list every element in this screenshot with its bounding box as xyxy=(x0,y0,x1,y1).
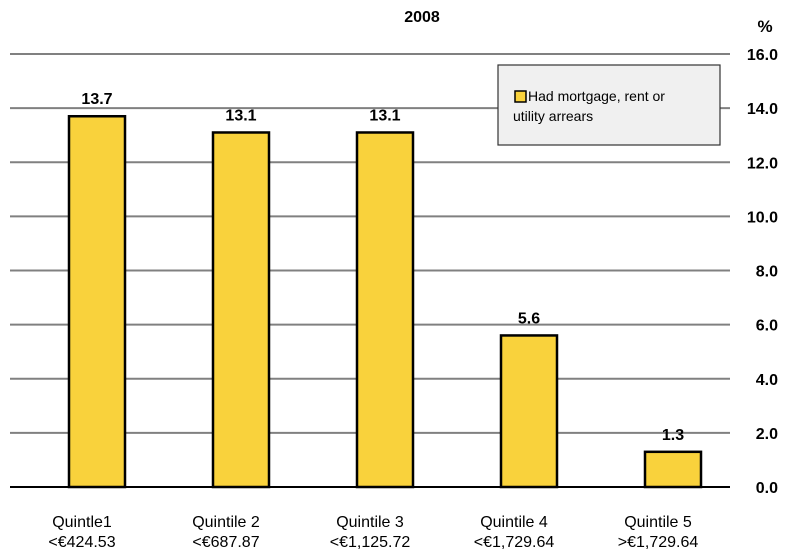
legend-label-line-1: Had mortgage, rent or xyxy=(528,88,665,104)
category-label: <€687.87 xyxy=(192,534,259,551)
y-tick-label: 12.0 xyxy=(747,155,778,172)
category-label: Quintile 3 xyxy=(336,514,404,531)
legend-swatch xyxy=(514,90,527,103)
category-label: <€1,125.72 xyxy=(330,534,411,551)
data-label: 5.6 xyxy=(518,310,540,327)
legend-label-line-2: utility arrears xyxy=(513,108,593,124)
chart-title: 2008 xyxy=(404,9,440,26)
data-label: 13.1 xyxy=(225,107,256,124)
category-label: <€1,729.64 xyxy=(474,534,555,551)
category-label: Quintile 4 xyxy=(480,514,548,531)
bar xyxy=(211,131,271,489)
category-label: Quintile 5 xyxy=(624,514,692,531)
category-labels: Quintle1 <€424.53 Quintile 2 <€687.87 Quinti… xyxy=(48,514,698,551)
bar xyxy=(643,450,703,489)
y-tick-label: 0.0 xyxy=(756,480,778,497)
bar xyxy=(67,114,127,489)
y-tick-label: 2.0 xyxy=(756,426,778,443)
legend-box xyxy=(497,64,721,146)
data-label: 1.3 xyxy=(662,427,684,444)
bar xyxy=(355,131,415,489)
y-axis-ticks: 0.0 2.0 4.0 6.0 8.0 10.0 12.0 14.0 16.0 xyxy=(747,47,778,497)
bar xyxy=(499,334,559,489)
category-label: <€424.53 xyxy=(48,534,115,551)
y-tick-label: 4.0 xyxy=(756,372,778,389)
y-tick-label: 6.0 xyxy=(756,318,778,335)
category-label: Quintile 2 xyxy=(192,514,260,531)
y-tick-label: 14.0 xyxy=(747,101,778,118)
category-label: Quintle1 xyxy=(52,514,112,531)
y-tick-label: 10.0 xyxy=(747,209,778,226)
y-axis-unit: % xyxy=(757,17,772,36)
data-label: 13.7 xyxy=(81,91,112,108)
category-label: >€1,729.64 xyxy=(618,534,699,551)
y-tick-label: 8.0 xyxy=(756,264,778,281)
data-labels: 13.7 13.1 13.1 5.6 1.3 xyxy=(81,91,684,444)
data-label: 13.1 xyxy=(369,107,400,124)
bars xyxy=(67,114,703,489)
y-tick-label: 16.0 xyxy=(747,47,778,64)
legend: Had mortgage, rent or utility arrears xyxy=(497,64,721,146)
